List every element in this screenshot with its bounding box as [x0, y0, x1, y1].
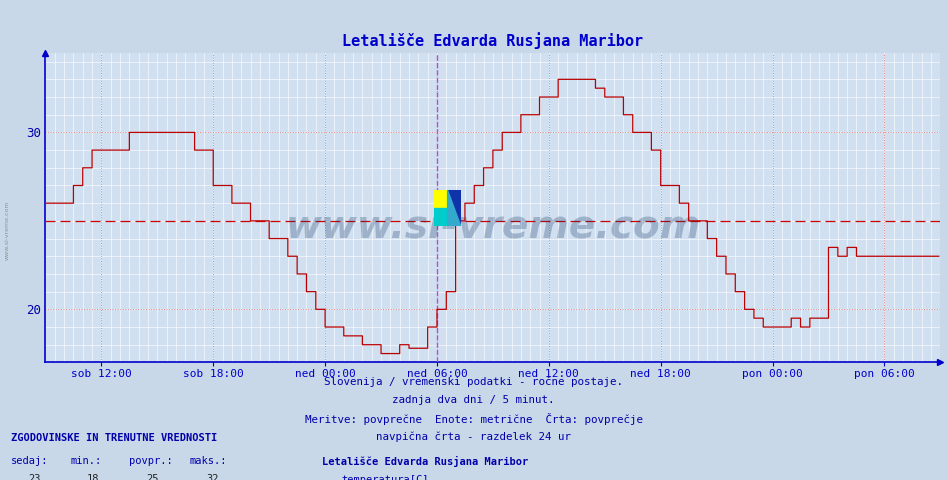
Bar: [435, 208, 448, 226]
Text: 23: 23: [28, 474, 41, 480]
Text: povpr.:: povpr.:: [129, 456, 172, 466]
Text: 18: 18: [87, 474, 99, 480]
Text: sedaj:: sedaj:: [11, 456, 49, 466]
Text: Letališče Edvarda Rusjana Maribor: Letališče Edvarda Rusjana Maribor: [322, 456, 528, 467]
Text: ZGODOVINSKE IN TRENUTNE VREDNOSTI: ZGODOVINSKE IN TRENUTNE VREDNOSTI: [11, 433, 218, 443]
Text: temperatura[C]: temperatura[C]: [341, 475, 428, 480]
Text: zadnja dva dni / 5 minut.: zadnja dva dni / 5 minut.: [392, 395, 555, 405]
Text: navpična črta - razdelek 24 ur: navpična črta - razdelek 24 ur: [376, 432, 571, 442]
Text: www.si-vreme.com: www.si-vreme.com: [285, 207, 701, 245]
Bar: [435, 190, 448, 208]
Title: Letališče Edvarda Rusjana Maribor: Letališče Edvarda Rusjana Maribor: [343, 32, 643, 49]
Text: 25: 25: [146, 474, 158, 480]
Bar: [448, 190, 461, 226]
Text: maks.:: maks.:: [189, 456, 227, 466]
Text: Meritve: povprečne  Enote: metrične  Črta: povprečje: Meritve: povprečne Enote: metrične Črta:…: [305, 413, 642, 425]
Text: min.:: min.:: [70, 456, 101, 466]
Polygon shape: [448, 190, 461, 226]
Text: www.si-vreme.com: www.si-vreme.com: [5, 201, 10, 260]
Text: 32: 32: [206, 474, 219, 480]
Text: Slovenija / vremenski podatki - ročne postaje.: Slovenija / vremenski podatki - ročne po…: [324, 377, 623, 387]
